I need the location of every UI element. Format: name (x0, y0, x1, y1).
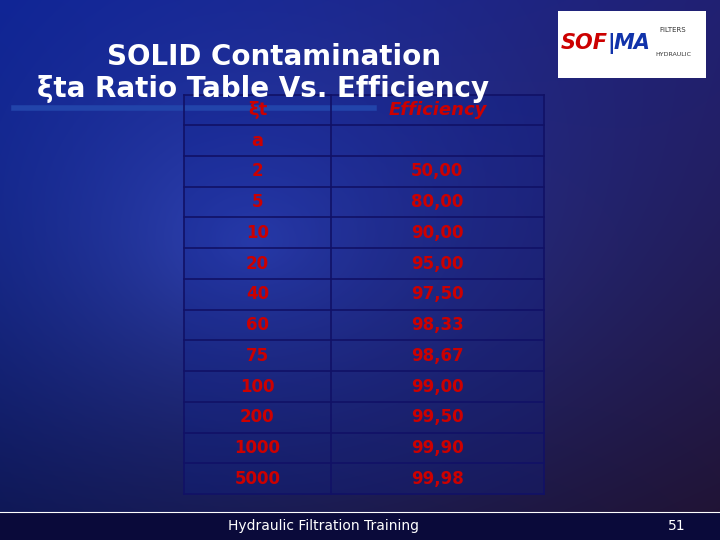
Text: 5000: 5000 (235, 470, 280, 488)
Text: 50,00: 50,00 (411, 163, 464, 180)
Text: 99,00: 99,00 (411, 377, 464, 395)
Text: HYDRAULIC: HYDRAULIC (655, 52, 691, 57)
Text: MA: MA (613, 33, 650, 53)
Text: ξta Ratio Table Vs. Efficiency: ξta Ratio Table Vs. Efficiency (37, 75, 489, 103)
Text: FILTERS: FILTERS (660, 26, 686, 33)
Bar (558, 11, 706, 78)
Text: 99,50: 99,50 (411, 408, 464, 426)
Text: 98,67: 98,67 (411, 347, 464, 365)
Text: Hydraulic Filtration Training: Hydraulic Filtration Training (228, 519, 420, 533)
Text: 51: 51 (668, 519, 685, 533)
Bar (0, 512, 720, 540)
Text: |: | (608, 33, 615, 53)
Text: 95,00: 95,00 (411, 254, 464, 273)
Text: 10: 10 (246, 224, 269, 242)
Text: 99,90: 99,90 (411, 439, 464, 457)
Text: 20: 20 (246, 254, 269, 273)
Text: 90,00: 90,00 (411, 224, 464, 242)
Text: 200: 200 (240, 408, 275, 426)
Text: 99,98: 99,98 (411, 470, 464, 488)
Text: a: a (251, 132, 264, 150)
Text: 2: 2 (251, 163, 264, 180)
Text: SOF: SOF (561, 33, 608, 53)
Text: 60: 60 (246, 316, 269, 334)
Text: 40: 40 (246, 285, 269, 303)
Text: 75: 75 (246, 347, 269, 365)
Text: 98,33: 98,33 (411, 316, 464, 334)
Bar (184, 94, 544, 494)
Text: 80,00: 80,00 (411, 193, 464, 211)
Text: ξt: ξt (248, 101, 267, 119)
Text: 97,50: 97,50 (411, 285, 464, 303)
Text: 1000: 1000 (235, 439, 280, 457)
Text: SOLID Contamination: SOLID Contamination (107, 43, 441, 71)
Text: Efficiency: Efficiency (388, 101, 487, 119)
Text: 100: 100 (240, 377, 274, 395)
Text: 5: 5 (252, 193, 263, 211)
